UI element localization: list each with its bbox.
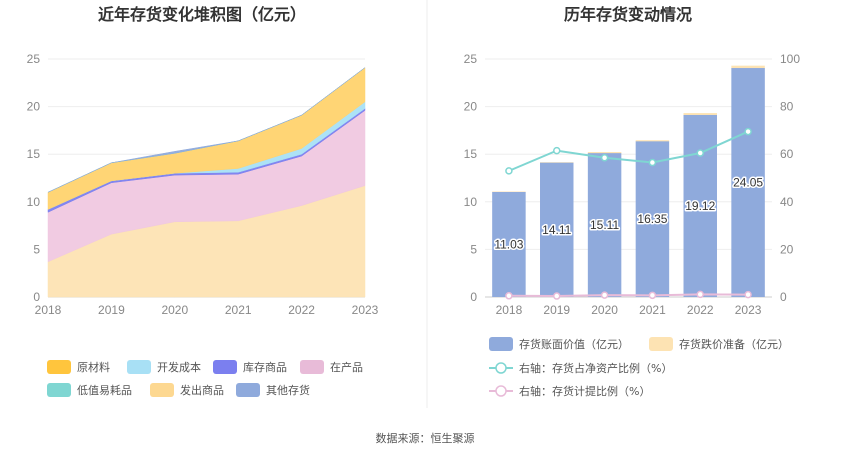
chart-title-right: 历年存货变动情况: [564, 5, 692, 24]
line-series-2: [508, 293, 749, 298]
x-tick-label: 2020: [161, 303, 188, 317]
bar-value-label: 14.11: [542, 223, 571, 237]
inventory-bar: [492, 191, 526, 297]
line-point: [553, 146, 561, 155]
chart-title-left: 近年存货变化堆积图（亿元）: [98, 5, 306, 24]
y-tick-label: 0: [33, 290, 40, 304]
line-point: [505, 167, 513, 175]
y2-tick-label: 100: [780, 52, 800, 66]
y-tick-label: 5: [33, 242, 40, 256]
legend-swatch: [127, 360, 151, 374]
legend-swatch: [236, 383, 260, 397]
area-7: [47, 67, 366, 193]
inventory-bar: [731, 68, 765, 297]
y-tick-label: 15: [464, 147, 478, 161]
legend-swatch: [649, 337, 673, 351]
legend-right: 存货账面价值（亿元） 存货跌价准备（亿元） 右轴：存货占净资产比例（%） 右轴：存货计…: [489, 337, 789, 398]
line-series: [505, 127, 752, 300]
bar-value-labels: 11.03 14.11 15.11 16.35 19.12 24.05: [493, 174, 765, 253]
legend-label: 存货账面价值（亿元）: [519, 337, 629, 351]
legend-label: 右轴：存货占净资产比例（%）: [519, 361, 672, 375]
x-tick-label: 2023: [352, 303, 379, 317]
provision-bar-segment: [731, 65, 765, 69]
legend-swatch: [489, 337, 513, 351]
x-tick-label: 2023: [735, 303, 762, 317]
inventory-bar: [540, 162, 574, 297]
legend-swatch: [150, 383, 174, 397]
bar-value-label: 19.12: [685, 199, 715, 213]
x-tick-label: 2022: [288, 303, 315, 317]
y-tick-label: 0: [470, 290, 477, 304]
x-tick-label: 2021: [225, 303, 252, 317]
y-tick-label: 20: [464, 100, 478, 114]
x-tick-label: 2019: [543, 303, 570, 317]
x-tick-label: 2018: [496, 303, 523, 317]
legend-label: 在产品: [330, 360, 363, 374]
bar-value-label: 24.05: [733, 176, 763, 190]
y2-tick-label: 80: [780, 100, 794, 114]
line-series-1: [508, 130, 749, 172]
line-point: [600, 291, 609, 299]
line-point: [696, 290, 704, 299]
y2-tick-label: 20: [780, 242, 794, 256]
axis-left: 0 5 10 15 20 25 2018 2019 2020 2021 2022 2023: [27, 52, 379, 317]
y-tick-label: 25: [464, 52, 478, 66]
line-point: [505, 292, 513, 300]
x-tick-label: 2021: [639, 303, 666, 317]
legend-label: 开发成本: [157, 360, 201, 374]
legend-label: 库存商品: [243, 360, 287, 374]
area-layers: [47, 67, 366, 298]
line-point: [744, 127, 752, 136]
line-point: [648, 158, 657, 167]
y-tick-label: 10: [27, 195, 41, 209]
x-tick-label: 2018: [35, 303, 62, 317]
legend-swatch: [213, 360, 237, 374]
legend-line-marker: [495, 385, 507, 397]
line-point: [600, 154, 609, 162]
bar-value-label: 11.03: [494, 237, 523, 251]
legend-label: 存货跌价准备（亿元）: [679, 337, 789, 351]
x-tick-label: 2020: [591, 303, 618, 317]
source-label: 数据来源：恒生聚源: [376, 431, 475, 445]
legend-label: 原材料: [77, 360, 110, 374]
bar-series: [492, 65, 765, 297]
legend-label: 低值易耗品: [77, 384, 132, 397]
legend-label: 发出商品: [180, 383, 224, 397]
legend-swatch: [47, 383, 71, 397]
inventory-bar: [683, 114, 717, 297]
provision-bar-segment: [683, 113, 717, 116]
provision-bar-segment: [635, 140, 670, 142]
legend-swatch: [47, 360, 71, 374]
legend-line-marker: [495, 362, 507, 374]
inventory-bar: [635, 141, 670, 297]
legend-swatch: [300, 360, 324, 374]
line-point: [648, 291, 657, 300]
x-tick-label: 2019: [98, 303, 125, 317]
legend-label: 其他存货: [266, 383, 310, 397]
y-tick-label: 25: [27, 52, 41, 66]
line-point: [553, 292, 561, 300]
y-tick-label: 15: [27, 147, 41, 161]
bar-value-label: 16.35: [637, 212, 667, 226]
legend-label: 右轴：存货计提比例（%）: [519, 384, 650, 398]
axis-right: 0 0 5 20 10 40 15 60 20 80 25 100 2018 2019 2020 2021 20…: [464, 52, 801, 317]
y2-tick-label: 60: [780, 147, 794, 161]
y2-tick-label: 40: [780, 195, 794, 209]
y-tick-label: 20: [27, 100, 41, 114]
y-tick-label: 10: [464, 195, 478, 209]
grid-right: [485, 58, 772, 298]
line-point: [744, 290, 752, 299]
provision-bar-segment: [587, 152, 622, 154]
x-tick-label: 2022: [687, 303, 714, 317]
y-tick-label: 5: [470, 242, 477, 256]
inventory-bar: [587, 153, 622, 297]
bar-value-label: 15.11: [590, 218, 619, 232]
inventory-stacked-area-chart: 近年存货变化堆积图（亿元） 0 5 10 15 20 25 2018 2019 2020 2021…: [27, 5, 379, 397]
line-point: [696, 149, 704, 157]
y2-tick-label: 0: [780, 290, 787, 304]
